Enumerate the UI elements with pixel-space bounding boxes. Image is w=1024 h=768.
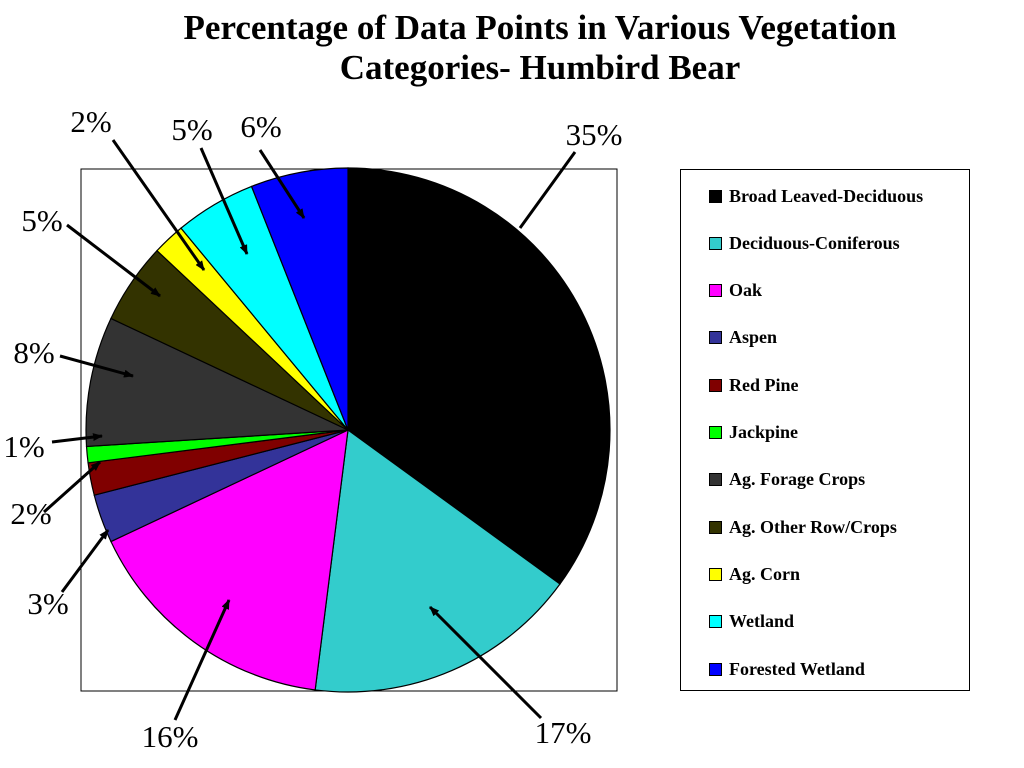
data-label-ag-corn: 2%	[70, 104, 111, 139]
legend-swatch	[709, 520, 722, 534]
pie-slice-deciduous-coniferous	[314, 428, 561, 693]
data-label-jackpine: 1%	[3, 429, 44, 464]
legend-item-forested-wetland: Forested Wetland	[709, 659, 865, 679]
legend-swatch	[709, 615, 722, 629]
legend-swatch	[709, 189, 722, 203]
legend-item-aspen: Aspen	[709, 327, 778, 348]
legend-item-deciduous-coniferous: Deciduous-Coniferous	[709, 233, 900, 253]
legend-item-jackpine: Jackpine	[709, 422, 799, 443]
data-label-broad-leaved-deciduous: 35%	[566, 117, 623, 152]
legend-item-broad-leaved-deciduous: Broad Leaved-Deciduous	[709, 186, 923, 206]
data-label-ag-forage-crops: 8%	[13, 335, 54, 370]
legend-label: Ag. Other Row/Crops	[729, 516, 897, 537]
legend-item-ag-corn: Ag. Corn	[709, 564, 800, 584]
legend-label: Ag. Forage Crops	[729, 469, 866, 490]
pie-slice-broad-leaved-deciduous	[347, 167, 611, 585]
leader-line-red-pine	[43, 460, 101, 514]
legend-swatch	[709, 236, 722, 250]
legend-item-red-pine: Red Pine	[709, 375, 799, 395]
leader-line-ag-forage-crops	[59, 354, 134, 378]
legend-label: Deciduous-Coniferous	[729, 232, 900, 253]
pie-slices	[85, 167, 611, 693]
pie-slice-forested-wetland	[250, 167, 349, 431]
leader-line-aspen	[60, 529, 110, 593]
legend-label: Wetland	[729, 611, 795, 632]
leader-line-oak	[173, 599, 231, 721]
legend-item-ag-forage-crops: Ag. Forage Crops	[709, 469, 866, 490]
legend-label: Jackpine	[729, 422, 799, 442]
legend-item-oak: Oak	[709, 280, 763, 301]
chart-title-line-1: Percentage of Data Points in Various Veg…	[183, 8, 897, 47]
legend-swatch	[709, 284, 722, 298]
legend-swatch	[709, 567, 722, 581]
legend: Broad Leaved-Deciduous Deciduous-Conifero…	[680, 169, 970, 691]
legend-label: Broad Leaved-Deciduous	[729, 185, 924, 206]
legend-label: Aspen	[729, 327, 778, 348]
legend-swatch	[709, 378, 722, 392]
chart-title-line-2: Categories- Humbird Bear	[339, 48, 741, 87]
data-label-oak: 16%	[142, 719, 199, 754]
legend-swatch	[709, 662, 722, 676]
leader-line-ag-other-row-crops	[66, 223, 161, 298]
legend-swatch	[709, 426, 722, 439]
leader-line-deciduous-coniferous	[428, 605, 543, 720]
data-label-aspen: 3%	[27, 586, 68, 621]
legend-item-ag-other-row-crops: Ag. Other Row/Crops	[709, 517, 897, 537]
legend-item-wetland: Wetland	[709, 611, 795, 632]
leader-line-forested-wetland	[258, 149, 306, 219]
leader-line-jackpine	[51, 433, 103, 444]
data-label-red-pine: 2%	[10, 496, 51, 531]
leader-line-wetland	[199, 147, 249, 255]
data-label-deciduous-coniferous: 17%	[535, 715, 592, 750]
data-label-wetland: 5%	[171, 112, 212, 147]
legend-label: Ag. Corn	[729, 563, 800, 584]
legend-swatch	[709, 473, 722, 487]
legend-label: Red Pine	[729, 374, 799, 395]
leader-line-broad-leaved-deciduous	[518, 151, 577, 229]
chart-title: Percentage of Data Points in Various Veg…	[90, 8, 990, 88]
legend-swatch	[709, 331, 722, 345]
leader-line-ag-corn	[111, 139, 206, 271]
legend-label: Oak	[729, 280, 763, 301]
pie-slice-oak	[110, 428, 349, 691]
leader-lines	[43, 139, 577, 721]
data-label-ag-other-row-crops: 5%	[21, 203, 62, 238]
pie-slice-ag-forage-crops	[85, 317, 349, 448]
data-label-forested-wetland: 6%	[240, 109, 281, 144]
data-labels: 35% 17% 16% 3% 2% 1% 8% 5% 2% 5% 6%	[3, 104, 622, 754]
legend-label: Forested Wetland	[729, 658, 865, 679]
